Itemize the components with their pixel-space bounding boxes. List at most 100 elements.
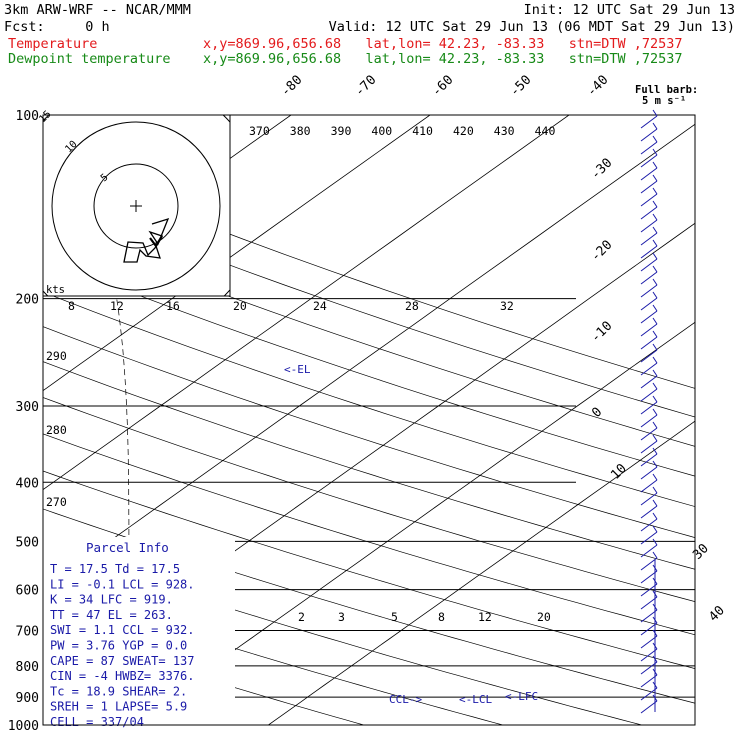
isotherm-label-top-1: -70 [352, 73, 379, 100]
wind-barb [640, 258, 658, 272]
ccl-marker: CCL-> [389, 693, 422, 706]
wind-barb-flag [652, 421, 658, 429]
pressure-label-1000: 1000 [8, 719, 39, 734]
wind-barb-flag [652, 538, 658, 546]
wind-barb-flag [652, 356, 658, 364]
parcel-info-row: CAPE = 87 SWEAT= 137 [50, 654, 195, 668]
isotherm-label-right-0: -30 [588, 156, 615, 183]
wind-barb [640, 401, 658, 415]
wind-barb [640, 206, 658, 220]
wind-barb-flag [652, 460, 658, 468]
wind-barb [640, 414, 658, 428]
wind-barb [640, 557, 658, 571]
pressure-label-400: 400 [16, 476, 39, 491]
wind-barb [640, 687, 658, 701]
plot-frame [42, 114, 696, 726]
wind-barb [640, 271, 658, 285]
parcel-info-title: Parcel Info [86, 540, 169, 555]
wind-barb [640, 180, 658, 194]
wind-barb [640, 232, 658, 246]
parcel-info-row: CELL = 337/04 [50, 715, 144, 729]
wind-barb-flag [652, 525, 658, 533]
isotherm-label-right-5: 30 [690, 541, 712, 563]
dry-adiabat-380 [43, 433, 695, 636]
theta-label-top-2: 390 [331, 124, 352, 138]
hodograph-trace [123, 217, 170, 263]
wind-barb [640, 323, 658, 337]
valid-time: Valid: 12 UTC Sat 29 Jun 13 (06 MDT Sat … [329, 19, 735, 35]
hodograph-speed-label-0: 8 [68, 299, 75, 313]
wind-barb [640, 427, 658, 441]
isotherm-label-top-4: -40 [584, 73, 611, 100]
wind-barb-flag [652, 499, 658, 507]
pressure-axis-labels: 100 200 300 400 500 600 700 800 900 1000 [8, 109, 39, 734]
mixing-ratio-label-1: 3 [338, 610, 345, 624]
wind-barb [640, 245, 658, 259]
wind-barb [640, 453, 658, 467]
wind-barb-flag [652, 369, 658, 377]
wind-barb [640, 531, 658, 545]
parcel-level-markers: <-EL CCL-> <-LCL <-LFC [284, 363, 538, 706]
header: 3km ARW-WRF -- NCAR/MMM Init: 12 UTC Sat… [4, 2, 735, 67]
wind-barb-flag [652, 304, 658, 312]
wind-barb-flag [652, 174, 658, 182]
wind-barb-flag [652, 382, 658, 390]
wind-barb [640, 310, 658, 324]
mixing-ratio-labels: 2 3 5 8 12 20 [298, 610, 551, 624]
hodograph: 5 10 15 kts [37, 109, 231, 297]
parcel-info-row: TT = 47 EL = 263. [50, 608, 173, 622]
dry-adiabat-340 [43, 586, 503, 725]
pressure-label-600: 600 [16, 584, 39, 599]
wind-barb [640, 375, 658, 389]
wind-barb-flag [652, 122, 658, 130]
wind-barb-flag [652, 265, 658, 273]
wind-barb [640, 544, 658, 558]
isotherm-label-right-1: -20 [588, 238, 615, 265]
wind-barb-flag [652, 317, 658, 325]
pressure-label-100: 100 [16, 109, 39, 124]
mixing-ratio-label-5: 20 [537, 610, 551, 624]
hodograph-ring-10 [51, 121, 221, 291]
parcel-info-panel: Parcel Info T = 17.5 Td = 17.5LI = -0.1 … [43, 537, 235, 729]
wind-barb [640, 167, 658, 181]
theta-label-left-2: 270 [46, 495, 67, 509]
isotherm-0 [43, 115, 431, 392]
pressure-label-200: 200 [16, 293, 39, 308]
wind-barb [640, 440, 658, 454]
wind-barb-flag [652, 408, 658, 416]
wind-barb [640, 284, 658, 298]
theta-label-top-7: 440 [535, 124, 556, 138]
wind-barb-flag [652, 213, 658, 221]
isotherm-label-top-0: -80 [278, 73, 305, 100]
wind-barb [640, 700, 658, 714]
parcel-info-row: CIN = -4 HWBZ= 3376. [50, 669, 195, 683]
pressure-label-800: 800 [16, 660, 39, 675]
legend-dewpoint: Dewpoint temperature [8, 51, 171, 67]
wind-barb-flag [652, 239, 658, 247]
pressure-label-700: 700 [16, 625, 39, 640]
wind-barb-flag [652, 291, 658, 299]
isotherm--30 [0, 115, 13, 725]
parcel-info-row: SWI = 1.1 CCL = 932. [50, 623, 195, 637]
isotherm-label-right-4: 10 [608, 461, 630, 483]
wind-barb-flag [652, 512, 658, 520]
wind-barb-flag [652, 109, 658, 117]
wind-barb [640, 141, 658, 155]
el-marker: <-EL [284, 363, 311, 376]
wind-barb-flag [652, 148, 658, 156]
wind-barb-flag [652, 161, 658, 169]
location-dewpoint: x,y=869.96,656.68 lat,lon= 42.23, -83.33… [203, 51, 683, 67]
hodograph-speed-label-2: 16 [166, 299, 180, 313]
isotherm-label-right-6: 40 [706, 603, 728, 625]
wind-barb [640, 128, 658, 142]
wind-barb [640, 674, 658, 688]
isotherm-label-top-3: -50 [507, 73, 534, 100]
theta-label-top-3: 400 [371, 124, 392, 138]
parcel-info-row: K = 34 LFC = 919. [50, 593, 173, 607]
isotherm-50 [268, 420, 695, 725]
parcel-info-rows: T = 17.5 Td = 17.5LI = -0.1 LCL = 928. K … [50, 562, 195, 729]
wind-barb [640, 570, 658, 584]
wind-barb-flag [652, 486, 658, 494]
wind-barb [640, 492, 658, 506]
